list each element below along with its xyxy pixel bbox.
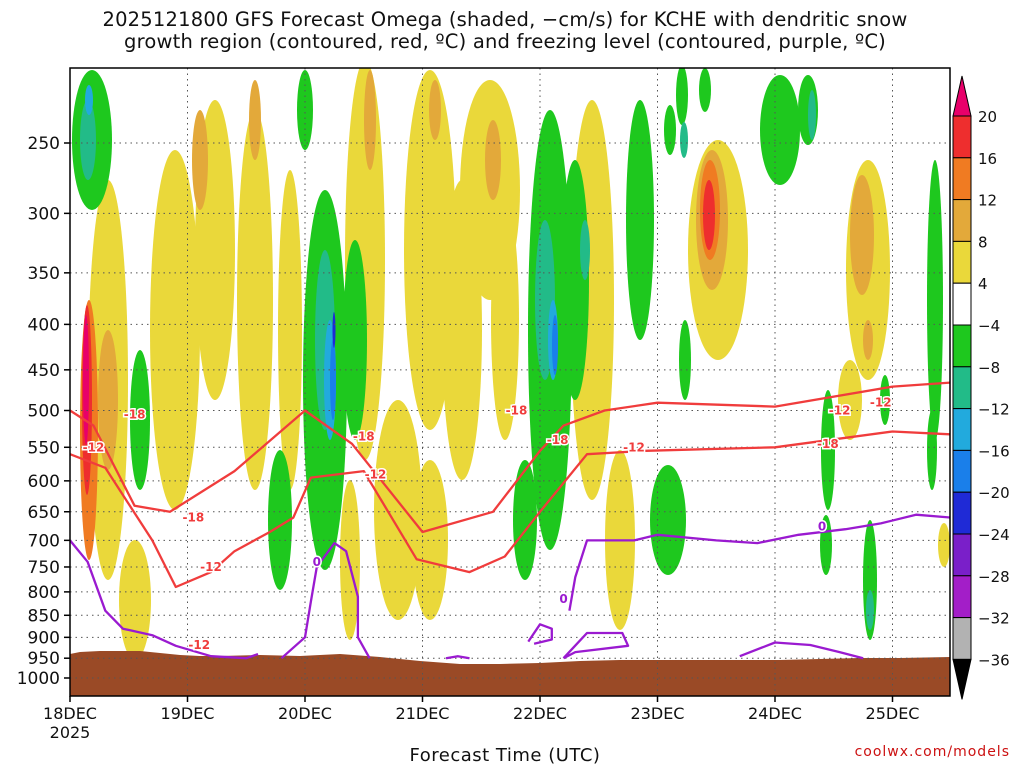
colorbar-label: −8	[978, 359, 1000, 377]
x-year-label: 2025	[50, 723, 91, 742]
y-tick-label: 900	[28, 628, 60, 648]
dgz-contour-label: -18	[547, 433, 569, 447]
y-tick-label: 250	[28, 134, 60, 154]
freezing-level-contour-2	[70, 539, 259, 660]
colorbar-label: 16	[978, 150, 997, 168]
colorbar-swatch	[952, 366, 972, 410]
colorbar-swatch	[952, 157, 972, 201]
colorbar-swatch	[952, 324, 972, 368]
colorbar-swatch	[952, 408, 972, 451]
freezing-contour-label: 0	[313, 555, 321, 569]
plot-frame	[69, 67, 951, 697]
colorbar-swatch	[952, 617, 972, 660]
dgz-contour-label: -18	[506, 404, 528, 418]
colorbar-label: −32	[978, 610, 1010, 628]
y-tick-label: 300	[28, 204, 60, 224]
dgz-contour-label: -12	[623, 440, 645, 454]
x-tick-label: 20DEC	[278, 704, 332, 723]
y-tick-label: 350	[28, 264, 60, 284]
colorbar-label: 20	[978, 108, 997, 126]
dgz-contour-label: -12	[365, 467, 387, 481]
contour-lines	[70, 381, 950, 660]
colorbar-swatch	[952, 491, 972, 535]
colorbar-label: 12	[978, 192, 997, 210]
freezing-level-contour-8	[739, 641, 864, 660]
colorbar-label: −24	[978, 526, 1010, 544]
omega-shading	[72, 68, 950, 660]
dgz-contour-label: -12	[200, 560, 222, 574]
colorbar-label: −16	[978, 442, 1010, 460]
colorbar-swatch	[952, 199, 972, 242]
dgz-contour-1	[70, 430, 950, 589]
y-tick-label: 750	[28, 558, 60, 578]
dgz-contour-label: -12	[870, 396, 892, 410]
x-tick-label: 21DEC	[396, 704, 450, 723]
y-axis: 2503003504004505005506006507007508008509…	[17, 134, 70, 689]
x-tick-label: 25DEC	[866, 704, 920, 723]
colorbar-label: −4	[978, 317, 1000, 335]
colorbar-swatch	[952, 115, 972, 159]
freezing-contour-label: 0	[559, 592, 567, 606]
chart-title-line-2: growth region (contoured, red, ºC) and f…	[124, 30, 886, 53]
colorbar-swatch	[952, 282, 972, 326]
freezing-contour-label: 0	[818, 519, 826, 533]
colorbar-label: −12	[978, 401, 1010, 419]
colorbar-bottom-arrow	[952, 658, 972, 700]
x-tick-label: 23DEC	[631, 704, 685, 723]
dgz-contour-0	[70, 381, 950, 534]
freezing-level-contour-6	[562, 631, 630, 660]
freezing-level-contour-3	[280, 541, 371, 660]
y-tick-label: 850	[28, 606, 60, 626]
x-axis-label: Forecast Time (UTC)	[409, 745, 601, 766]
chart-title-line-1: 2025121800 GFS Forecast Omega (shaded, −…	[102, 8, 908, 31]
y-tick-label: 550	[28, 438, 60, 458]
grid-lines	[70, 68, 950, 696]
dgz-contour-label: -12	[83, 440, 105, 454]
y-tick-label: 450	[28, 361, 60, 381]
colorbar-swatch	[952, 449, 972, 493]
colorbar-swatch	[952, 240, 972, 284]
y-tick-label: 500	[28, 402, 60, 422]
colorbar-top-arrow	[952, 75, 972, 117]
x-tick-label: 18DEC	[43, 704, 97, 723]
freezing-level-contour-5	[527, 623, 553, 645]
colorbar-swatch	[952, 533, 972, 577]
x-tick-label: 19DEC	[161, 704, 215, 723]
colorbar-label: −36	[978, 651, 1010, 669]
dgz-contour-label: -12	[188, 638, 210, 652]
freezing-level-contour-4	[445, 655, 470, 660]
dgz-contour-label: -12	[829, 404, 851, 418]
x-tick-label: 22DEC	[513, 704, 567, 723]
x-tick-label: 24DEC	[748, 704, 802, 723]
freezing-level-contour-7	[568, 513, 950, 611]
y-tick-label: 400	[28, 315, 60, 335]
colorbar-label: −20	[978, 484, 1010, 502]
terrain-fill	[70, 651, 950, 696]
dgz-contour-label: -18	[124, 407, 146, 421]
colorbar-swatch	[952, 575, 972, 619]
x-axis: 18DEC 19DEC 20DEC 21DEC 22DEC 23DEC 24DEC 25DEC…	[43, 696, 919, 742]
dgz-contour-label: -18	[817, 437, 839, 451]
colorbar-label: 8	[978, 233, 988, 251]
y-tick-label: 600	[28, 472, 60, 492]
contour-labels: -12 -18 -18 -12 -12 -18 -12 -18 -18 -12 -12 -18 -12 0…	[81, 394, 893, 653]
colorbar: 20 16 12 8 4 −4 −8 −12 −16 −20 −24 −28 −32 −36	[952, 75, 1010, 700]
y-tick-label: 1000	[17, 669, 60, 689]
dgz-contour-label: -18	[353, 430, 375, 444]
colorbar-label: −28	[978, 568, 1010, 586]
y-tick-label: 800	[28, 583, 60, 603]
colorbar-label: 4	[978, 275, 988, 293]
credit-text: coolwx.com/models	[854, 744, 1010, 760]
y-tick-label: 650	[28, 503, 60, 523]
y-tick-label: 700	[28, 531, 60, 551]
y-tick-label: 950	[28, 649, 60, 669]
dgz-contour-label: -18	[183, 511, 205, 525]
